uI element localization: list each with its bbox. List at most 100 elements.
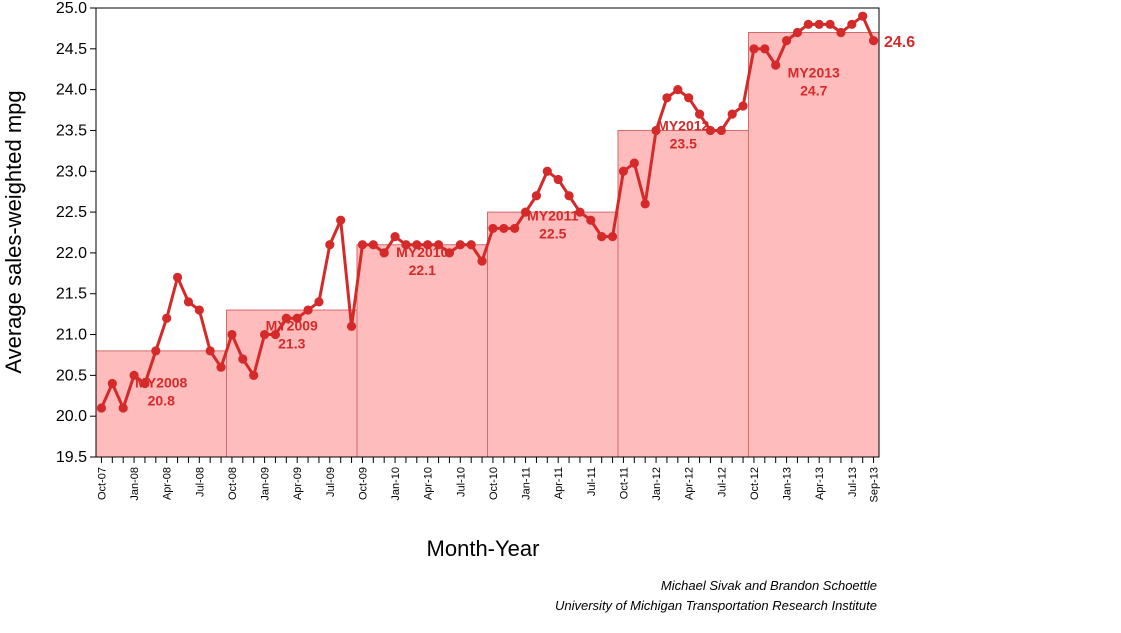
data-point: [227, 329, 237, 340]
data-point: [510, 223, 520, 234]
data-point: [618, 166, 629, 176]
data-point: [129, 370, 139, 380]
x-tick-label: Jan-10: [390, 467, 402, 501]
data-point: [738, 101, 748, 111]
data-point: [640, 199, 650, 209]
value-my2012: 23.5: [670, 135, 697, 151]
data-point: [281, 313, 291, 323]
x-axis-title: Month-Year: [427, 536, 540, 561]
data-point: [314, 297, 324, 307]
data-point: [607, 231, 618, 242]
x-tick-label: Oct-07: [96, 467, 108, 500]
data-point: [303, 305, 313, 315]
mpg-line: [100, 14, 875, 410]
x-tick-label: Oct-10: [488, 467, 500, 500]
x-tick-label: Apr-11: [553, 467, 565, 499]
label-my2009: MY2009: [266, 317, 318, 333]
data-point: [575, 207, 585, 217]
label-my2008: MY2008: [135, 375, 187, 391]
data-point: [390, 231, 400, 242]
data-point: [346, 321, 357, 331]
y-tick-label: 20.5: [56, 367, 87, 384]
data-point: [423, 240, 433, 250]
y-tick-label: 24.5: [56, 41, 87, 58]
data-point: [792, 27, 803, 38]
x-tick-label: Apr-10: [423, 467, 435, 500]
x-tick-label: Jan-11: [521, 467, 533, 500]
data-point: [151, 346, 161, 356]
x-tick-label: Oct-11: [618, 467, 630, 499]
data-point: [140, 378, 150, 389]
data-point: [412, 240, 422, 250]
end-value-label: 24.6: [884, 34, 915, 51]
data-point: [836, 27, 846, 38]
x-tick-label: Jul-12: [716, 467, 728, 497]
data-point: [694, 109, 705, 119]
series-line: [100, 14, 875, 410]
y-tick-label: 21.5: [56, 286, 87, 303]
label-my2012: MY2012: [657, 117, 709, 133]
data-point: [357, 240, 368, 250]
x-tick-label: Jan-12: [651, 467, 663, 501]
y-tick-label: 22.5: [56, 204, 87, 221]
mpg-points: [96, 11, 879, 413]
data-point: [249, 370, 259, 380]
value-my2008: 20.8: [148, 393, 175, 409]
value-my2013: 24.7: [800, 82, 827, 98]
data-point: [466, 240, 476, 250]
y-tick-label: 19.5: [56, 449, 87, 466]
data-point: [172, 272, 183, 282]
data-point: [564, 191, 574, 201]
data-point: [96, 403, 107, 413]
data-point: [270, 329, 281, 340]
data-point: [553, 174, 563, 185]
x-tick-label: Apr-13: [814, 467, 826, 500]
data-point: [194, 305, 204, 315]
y-tick-label: 21.0: [56, 327, 87, 344]
y-axis: 19.5 20.0 20.5 21.0 21.5 22.0 22.5 23.0 23.5 24.0…: [56, 0, 96, 466]
data-point: [847, 19, 857, 29]
bar-my2008: [95, 350, 227, 458]
x-tick-label: Jul-13: [847, 467, 859, 497]
y-tick-label: 20.0: [56, 408, 87, 425]
data-point: [597, 231, 607, 242]
model-year-labels: MY2008 20.8 MY2009 21.3 MY2010 22.1 MY2011 22.5…: [135, 64, 840, 408]
value-my2011: 22.5: [539, 225, 566, 241]
data-point: [216, 362, 226, 372]
credit-authors: Michael Sivak and Brandon Schoettle: [661, 578, 877, 593]
label-my2010: MY2010: [396, 244, 448, 260]
plot-frame: [95, 7, 880, 458]
data-point: [542, 166, 552, 176]
data-point: [705, 125, 716, 136]
x-tick-label: Sep-13: [869, 467, 881, 502]
x-tick-label: Jul-08: [194, 467, 206, 497]
data-point: [771, 60, 781, 70]
bar-my2011: [487, 211, 619, 458]
data-point: [727, 109, 737, 119]
data-point: [531, 191, 542, 201]
data-point: [520, 207, 531, 217]
data-point: [107, 378, 117, 389]
data-point: [325, 240, 335, 250]
value-my2010: 22.1: [409, 262, 436, 278]
y-axis-title: Average sales-weighted mpg: [1, 90, 26, 373]
y-tick-label: 23.0: [56, 163, 87, 180]
data-point: [238, 354, 248, 364]
data-point: [825, 19, 835, 29]
data-point: [629, 158, 639, 168]
y-tick-label: 24.0: [56, 82, 87, 99]
data-point: [781, 36, 792, 46]
data-point: [684, 93, 694, 103]
data-point: [205, 346, 215, 356]
x-tick-label: Oct-12: [749, 467, 761, 500]
data-point: [401, 240, 411, 250]
data-point: [760, 44, 770, 54]
x-tick-label: Jan-09: [260, 467, 272, 501]
data-point: [183, 297, 194, 307]
credit-institute: University of Michigan Transportation Re…: [555, 598, 877, 613]
data-point: [749, 44, 759, 54]
data-point: [586, 215, 596, 225]
data-point: [379, 248, 389, 258]
data-point: [803, 19, 813, 29]
